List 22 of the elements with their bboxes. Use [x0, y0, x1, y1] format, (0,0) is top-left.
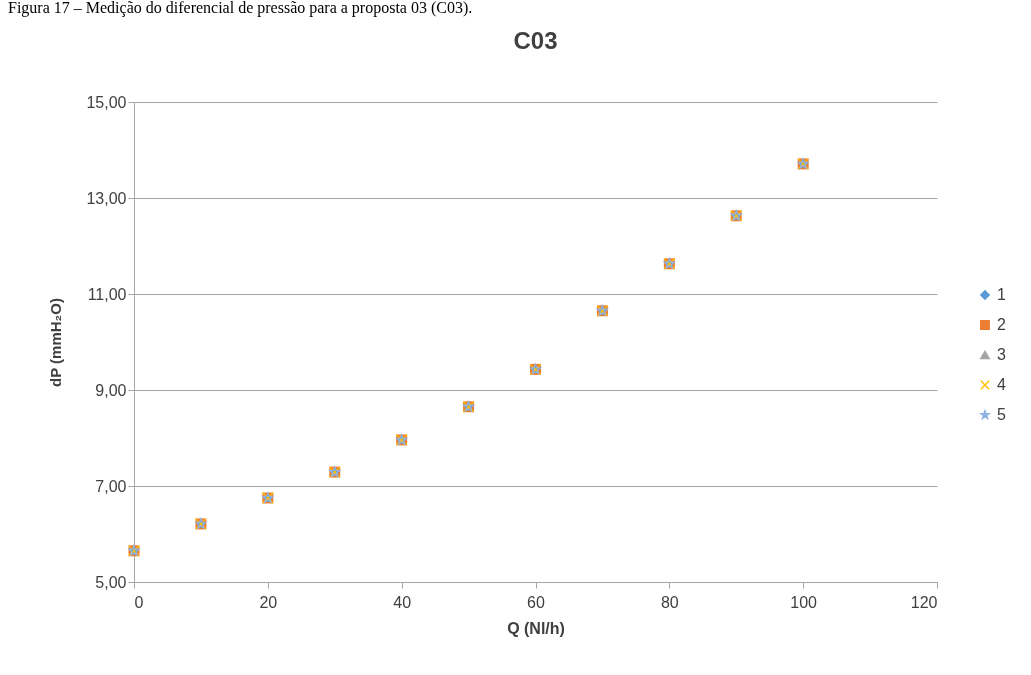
y-tick-label: 7,00 — [95, 477, 127, 495]
y-tick-label: 5,00 — [95, 573, 127, 591]
x-tick-label: 120 — [910, 593, 938, 611]
y-tick-label: 15,00 — [86, 93, 127, 111]
legend-label: 2 — [997, 316, 1006, 333]
x-tick-label: 20 — [259, 593, 278, 611]
x-tick-label: 60 — [527, 593, 545, 611]
x-tick-label: 100 — [790, 593, 818, 611]
legend-label: 5 — [997, 406, 1006, 423]
legend-label: 3 — [997, 346, 1006, 363]
x-tick-label: 40 — [393, 593, 412, 611]
chart-title: C03 — [513, 27, 558, 54]
legend-label: 1 — [997, 286, 1006, 303]
x-axis-title: Q (Nl/h) — [507, 619, 565, 637]
text: Figura 17 – Medição do diferencial de pressão para a proposta 03 (C03). — [8, 0, 473, 16]
x-tick-label: 80 — [660, 593, 679, 611]
y-tick-label: 11,00 — [87, 285, 127, 303]
y-tick-label: 13,00 — [86, 189, 127, 207]
legend-label: 4 — [997, 376, 1006, 393]
y-axis-title: dP (mmH₂O) — [47, 298, 65, 387]
x-tick-label: 0 — [134, 593, 144, 611]
y-tick-label: 9,00 — [95, 381, 127, 399]
